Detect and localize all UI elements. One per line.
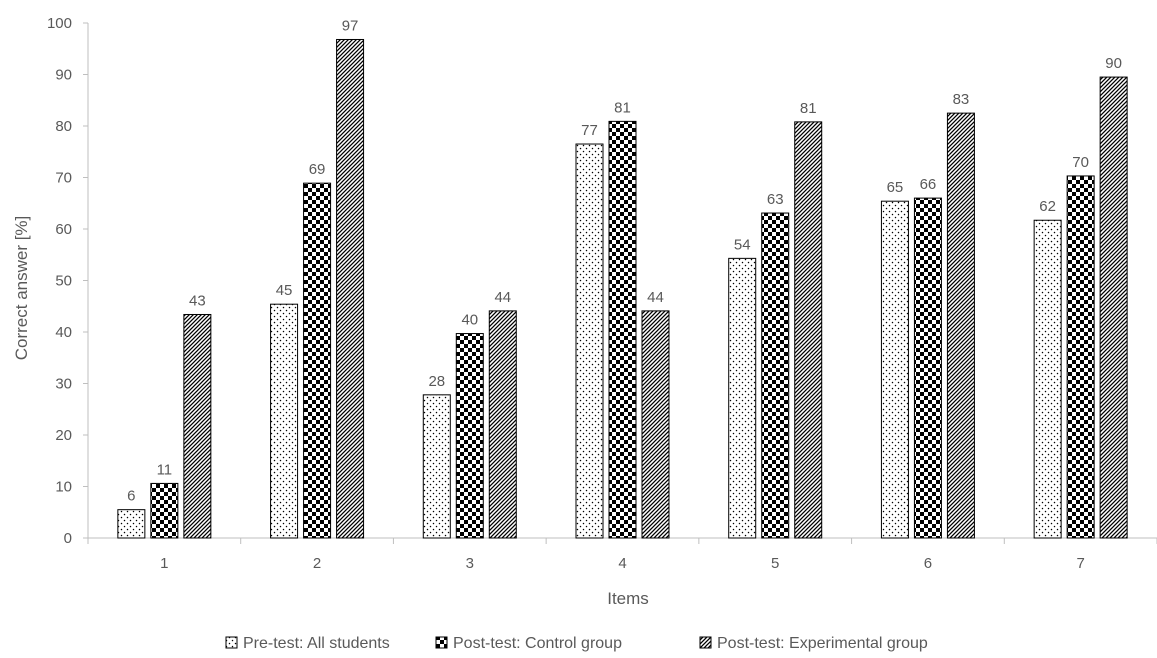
x-tick-label: 1 bbox=[160, 555, 168, 572]
data-label: 11 bbox=[157, 461, 173, 478]
data-label: 6 bbox=[127, 488, 135, 505]
bar-diagonal bbox=[794, 121, 823, 539]
y-tick-label: 0 bbox=[64, 530, 72, 547]
y-tick-label: 40 bbox=[55, 324, 72, 341]
legend-swatch bbox=[699, 636, 712, 649]
data-label: 65 bbox=[887, 179, 904, 196]
bar-diagonal bbox=[183, 313, 212, 539]
data-label: 44 bbox=[647, 289, 664, 306]
bar-checker bbox=[913, 197, 942, 539]
legend: Pre-test: All students Post-test: Control… bbox=[225, 635, 928, 652]
y-tick-label: 90 bbox=[55, 67, 72, 84]
bar-dots bbox=[117, 509, 146, 539]
bar-diagonal bbox=[641, 310, 670, 539]
bar-checker bbox=[455, 333, 484, 539]
y-tick-label: 20 bbox=[55, 427, 72, 444]
x-tick-label: 6 bbox=[924, 555, 932, 572]
bar-diagonal bbox=[946, 112, 975, 539]
data-label: 81 bbox=[614, 99, 631, 116]
data-label: 40 bbox=[461, 312, 478, 329]
bar-dots bbox=[575, 143, 604, 539]
y-axis: 0 10 20 30 40 50 60 70 80 90 100 bbox=[47, 15, 89, 547]
legend-swatch bbox=[435, 636, 448, 649]
data-label: 54 bbox=[734, 236, 751, 253]
data-label: 44 bbox=[494, 289, 511, 306]
data-label: 62 bbox=[1039, 198, 1056, 215]
data-label: 83 bbox=[953, 91, 970, 108]
data-label: 43 bbox=[189, 292, 206, 309]
x-axis-title: Items bbox=[607, 589, 649, 608]
data-label: 81 bbox=[800, 100, 817, 117]
x-tick-label: 4 bbox=[618, 555, 626, 572]
legend-entry: Pre-test: All students bbox=[243, 635, 390, 652]
bar-dots bbox=[728, 257, 757, 539]
data-label: 28 bbox=[428, 373, 445, 390]
data-label: 97 bbox=[342, 17, 359, 34]
data-label: 70 bbox=[1072, 154, 1089, 171]
x-tick-label: 2 bbox=[313, 555, 321, 572]
bar-diagonal bbox=[336, 38, 365, 539]
bar-checker bbox=[150, 482, 179, 539]
y-tick-label: 50 bbox=[55, 273, 72, 290]
bars-group bbox=[117, 38, 1128, 539]
legend-swatch bbox=[225, 636, 238, 649]
bar-checker bbox=[1066, 175, 1095, 539]
bar-dots bbox=[880, 200, 909, 539]
bar-diagonal bbox=[488, 310, 517, 539]
data-label: 77 bbox=[581, 122, 598, 139]
bar-diagonal bbox=[1099, 76, 1128, 539]
bar-dots bbox=[270, 303, 299, 539]
y-tick-label: 70 bbox=[55, 170, 72, 187]
legend-entry: Post-test: Experimental group bbox=[717, 635, 928, 652]
bar-checker bbox=[608, 120, 637, 539]
y-tick-label: 30 bbox=[55, 376, 72, 393]
data-label: 45 bbox=[276, 282, 293, 299]
y-tick-label: 10 bbox=[55, 479, 72, 496]
x-tick-label: 5 bbox=[771, 555, 779, 572]
x-tick-label: 3 bbox=[466, 555, 474, 572]
bar-checker bbox=[303, 182, 332, 539]
y-tick-label: 80 bbox=[55, 118, 72, 135]
bar-dots bbox=[422, 394, 451, 539]
legend-entry: Post-test: Control group bbox=[453, 635, 622, 652]
x-tick-label: 7 bbox=[1076, 555, 1084, 572]
bar-checker bbox=[761, 212, 790, 539]
y-tick-label: 100 bbox=[47, 15, 72, 32]
data-labels-group: 6 11 43 45 69 97 28 40 44 77 81 44 54 63 81 65 66 83 62 70 9… bbox=[127, 17, 1122, 504]
x-axis: 1 2 3 4 5 6 7 bbox=[87, 537, 1157, 572]
data-label: 90 bbox=[1105, 55, 1122, 72]
bar-dots bbox=[1033, 219, 1062, 539]
data-label: 63 bbox=[767, 191, 784, 208]
data-label: 69 bbox=[309, 161, 326, 178]
y-axis-title: Correct answer [%] bbox=[12, 216, 31, 361]
y-tick-label: 60 bbox=[55, 221, 72, 238]
data-label: 66 bbox=[920, 176, 937, 193]
